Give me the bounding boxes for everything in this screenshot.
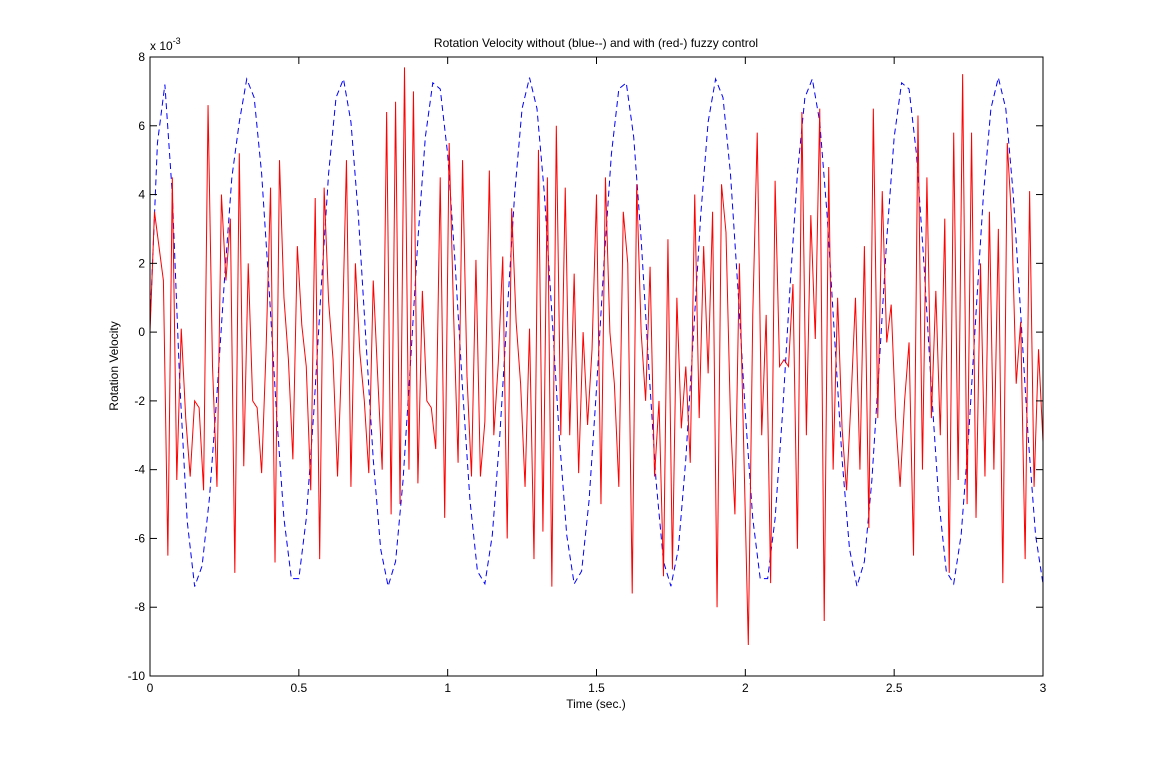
y-tick-label: -2 bbox=[134, 394, 145, 408]
x-tick-label: 2.5 bbox=[886, 681, 903, 695]
x-tick-label: 2 bbox=[742, 681, 749, 695]
y-axis-label: Rotation Velocity bbox=[107, 321, 121, 410]
y-tick-label: 0 bbox=[138, 325, 145, 339]
x-tick-label: 3 bbox=[1040, 681, 1047, 695]
data-line bbox=[149, 77, 1044, 587]
x-tick-label: 0.5 bbox=[290, 681, 307, 695]
y-tick-label: 6 bbox=[138, 119, 145, 133]
x-tick-label: 0 bbox=[147, 681, 154, 695]
x-tick-label: 1 bbox=[444, 681, 451, 695]
data-line bbox=[149, 67, 1044, 646]
plot-area: 0 0.5 1 1.5 2 2.5 3 -10 -8 -6 -4 -2 0 2 4 6 8 bbox=[128, 50, 1047, 695]
x-axis-label: Time (sec.) bbox=[566, 697, 626, 711]
x-tick-label: 1.5 bbox=[588, 681, 605, 695]
y-tick-label: -10 bbox=[128, 669, 146, 683]
y-multiplier: x 10-3 bbox=[150, 36, 181, 53]
y-tick-label: 4 bbox=[138, 188, 145, 202]
chart-title: Rotation Velocity without (blue--) and w… bbox=[434, 36, 758, 50]
y-tick-label: 8 bbox=[138, 50, 145, 64]
y-multiplier-exponent: -3 bbox=[173, 36, 181, 46]
y-tick-label: -8 bbox=[134, 600, 145, 614]
y-multiplier-base: x 10 bbox=[150, 39, 173, 53]
y-tick-label: 2 bbox=[138, 256, 145, 270]
y-tick-label: -6 bbox=[134, 531, 145, 545]
y-tick-label: -4 bbox=[134, 463, 145, 477]
